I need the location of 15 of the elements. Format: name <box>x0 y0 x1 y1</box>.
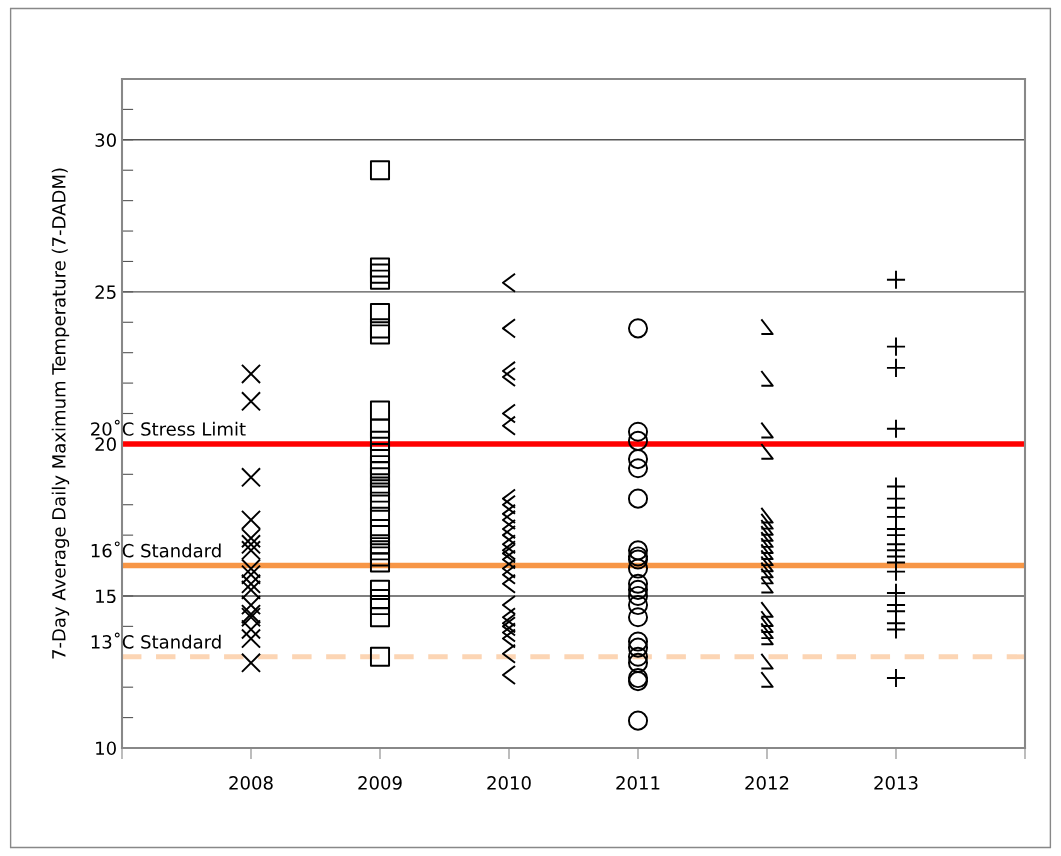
ref-line-label: 16˚C Standard <box>91 541 221 558</box>
y-tick-label: 20 <box>95 437 116 452</box>
x-tick-label: 2009 <box>358 776 402 790</box>
y-axis-title: 7-Day Average Daily Maximum Temperature (7-DADM) <box>51 168 70 659</box>
x-tick-label: 2012 <box>745 776 789 790</box>
x-tick-label: 2010 <box>487 776 531 790</box>
ref-line-label: 20˚C Stress Limit <box>91 419 246 436</box>
y-tick-label: 10 <box>96 741 116 756</box>
y-tick-label: 30 <box>95 133 116 147</box>
y-tick-label: 15 <box>96 589 116 604</box>
y-tick-label: 25 <box>95 285 116 299</box>
x-tick-label: 2011 <box>616 776 660 790</box>
x-tick-label: 2013 <box>874 776 918 790</box>
x-tick-label: 2008 <box>229 776 273 790</box>
ref-line-label: 13˚C Standard <box>91 632 221 649</box>
